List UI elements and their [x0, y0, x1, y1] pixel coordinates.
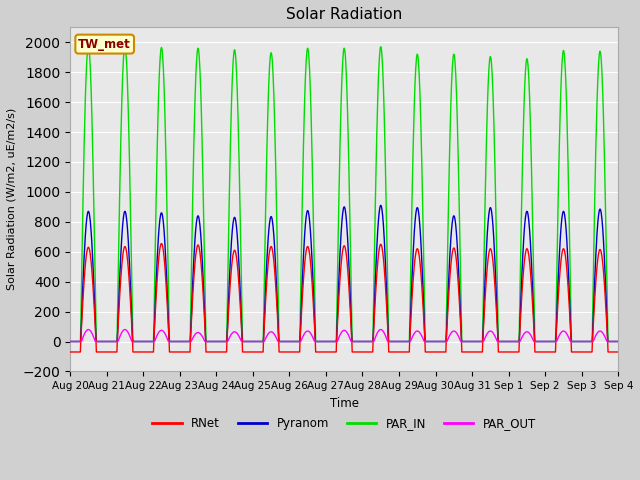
Line: PAR_IN: PAR_IN — [70, 46, 618, 341]
PAR_OUT — [67, 338, 74, 344]
PAR_IN — [84, 43, 92, 49]
Line: PAR_OUT: PAR_OUT — [70, 330, 618, 341]
PAR_OUT — [429, 338, 437, 344]
Pyranom — [377, 203, 385, 208]
PAR_IN — [429, 338, 437, 344]
Pyranom — [188, 299, 196, 304]
Pyranom — [67, 338, 74, 344]
PAR_OUT — [549, 338, 557, 344]
PAR_IN — [188, 216, 196, 222]
RNet — [250, 349, 257, 355]
RNet — [67, 349, 74, 355]
PAR_OUT — [188, 336, 196, 342]
PAR_OUT — [84, 327, 92, 333]
RNet — [429, 349, 437, 355]
Pyranom — [501, 338, 509, 344]
RNet — [157, 240, 165, 246]
PAR_OUT — [614, 338, 622, 344]
PAR_OUT — [175, 338, 183, 344]
PAR_IN — [175, 338, 183, 344]
Pyranom — [614, 338, 622, 344]
PAR_OUT — [250, 338, 257, 344]
RNet — [614, 349, 622, 355]
Title: Solar Radiation: Solar Radiation — [286, 7, 403, 22]
PAR_IN — [250, 338, 257, 344]
RNet — [501, 349, 509, 355]
Line: Pyranom: Pyranom — [70, 205, 618, 341]
Text: TW_met: TW_met — [78, 37, 131, 50]
RNet — [549, 349, 557, 355]
Y-axis label: Solar Radiation (W/m2, uE/m2/s): Solar Radiation (W/m2, uE/m2/s) — [7, 108, 17, 290]
Pyranom — [250, 338, 257, 344]
RNet — [188, 301, 196, 307]
Pyranom — [175, 338, 182, 344]
PAR_IN — [67, 338, 74, 344]
RNet — [175, 349, 183, 355]
PAR_IN — [614, 338, 622, 344]
Legend: RNet, Pyranom, PAR_IN, PAR_OUT: RNet, Pyranom, PAR_IN, PAR_OUT — [148, 412, 541, 434]
Line: RNet: RNet — [70, 243, 618, 352]
X-axis label: Time: Time — [330, 396, 358, 410]
PAR_OUT — [501, 338, 509, 344]
Pyranom — [549, 338, 557, 344]
PAR_IN — [501, 338, 509, 344]
PAR_IN — [549, 338, 557, 344]
Pyranom — [429, 338, 437, 344]
